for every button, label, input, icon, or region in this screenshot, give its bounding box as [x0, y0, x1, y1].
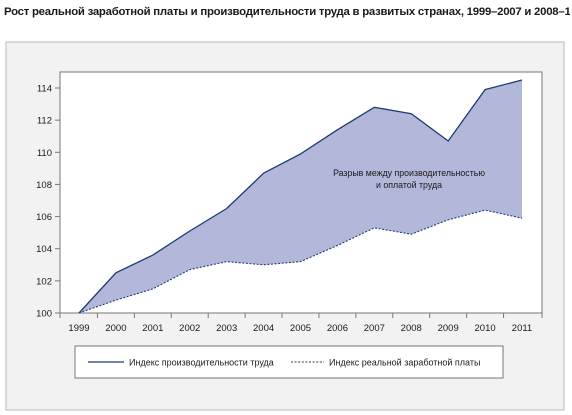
- data-point-productivity: [374, 107, 376, 109]
- data-point-real-wage: [521, 217, 523, 219]
- y-tick-label: 100: [36, 309, 52, 320]
- data-point-productivity: [226, 208, 228, 210]
- data-point-productivity: [411, 113, 413, 115]
- data-point-real-wage: [337, 245, 339, 247]
- legend-box: [74, 345, 504, 379]
- data-point-real-wage: [484, 209, 486, 211]
- x-tick-label: 2002: [179, 323, 200, 334]
- x-tick-label: 2004: [253, 323, 274, 334]
- data-point-productivity: [115, 272, 117, 274]
- y-tick-label: 106: [36, 212, 52, 223]
- chart-title: Рост реальной заработной платы и произво…: [4, 6, 570, 18]
- x-tick-label: 2003: [216, 323, 237, 334]
- x-tick-label: 2005: [290, 323, 311, 334]
- data-point-real-wage: [447, 219, 449, 221]
- data-point-productivity: [337, 129, 339, 131]
- y-tick-label: 112: [37, 116, 52, 127]
- x-tick-label: 2009: [438, 323, 459, 334]
- gap-area: [79, 80, 522, 313]
- data-point-productivity: [189, 230, 191, 232]
- x-tick-label: 2008: [401, 323, 422, 334]
- data-point-productivity: [521, 79, 523, 81]
- x-tick-label: 1999: [68, 323, 89, 334]
- x-tick-label: 2006: [327, 323, 348, 334]
- x-tick-label: 2001: [142, 323, 163, 334]
- data-point-real-wage: [115, 299, 117, 301]
- y-tick-label: 104: [36, 244, 52, 255]
- data-point-real-wage: [300, 261, 302, 263]
- data-point-real-wage: [152, 288, 154, 290]
- data-point-real-wage: [189, 269, 191, 271]
- data-point-real-wage: [411, 233, 413, 235]
- annotation-line-2: и оплатой труда: [376, 180, 442, 190]
- y-tick-label: 114: [37, 84, 52, 95]
- x-tick-label: 2007: [364, 323, 385, 334]
- annotation-line-1: Разрыв между производительностью: [333, 168, 485, 178]
- data-point-productivity: [447, 140, 449, 142]
- x-tick-label: 2010: [475, 323, 496, 334]
- data-point-productivity: [484, 89, 486, 91]
- series-line-real-wage: [78, 209, 523, 314]
- x-tick-label: 2000: [105, 323, 126, 334]
- legend-label-real-wage: Индекс реальной заработной платы: [329, 357, 480, 367]
- y-tick-label: 108: [36, 180, 52, 191]
- y-tick-label: 102: [36, 276, 52, 287]
- data-point-productivity: [152, 254, 154, 256]
- x-tick-label: 2011: [512, 323, 532, 334]
- series-line-productivity: [78, 79, 523, 314]
- data-point-real-wage: [78, 312, 80, 314]
- data-point-productivity: [263, 172, 265, 174]
- y-tick-label: 110: [37, 148, 52, 159]
- data-point-real-wage: [263, 264, 265, 266]
- data-point-real-wage: [226, 261, 228, 263]
- data-point-productivity: [300, 153, 302, 155]
- data-point-real-wage: [374, 227, 376, 229]
- legend-label-productivity: Индекс производительности труда: [129, 357, 274, 367]
